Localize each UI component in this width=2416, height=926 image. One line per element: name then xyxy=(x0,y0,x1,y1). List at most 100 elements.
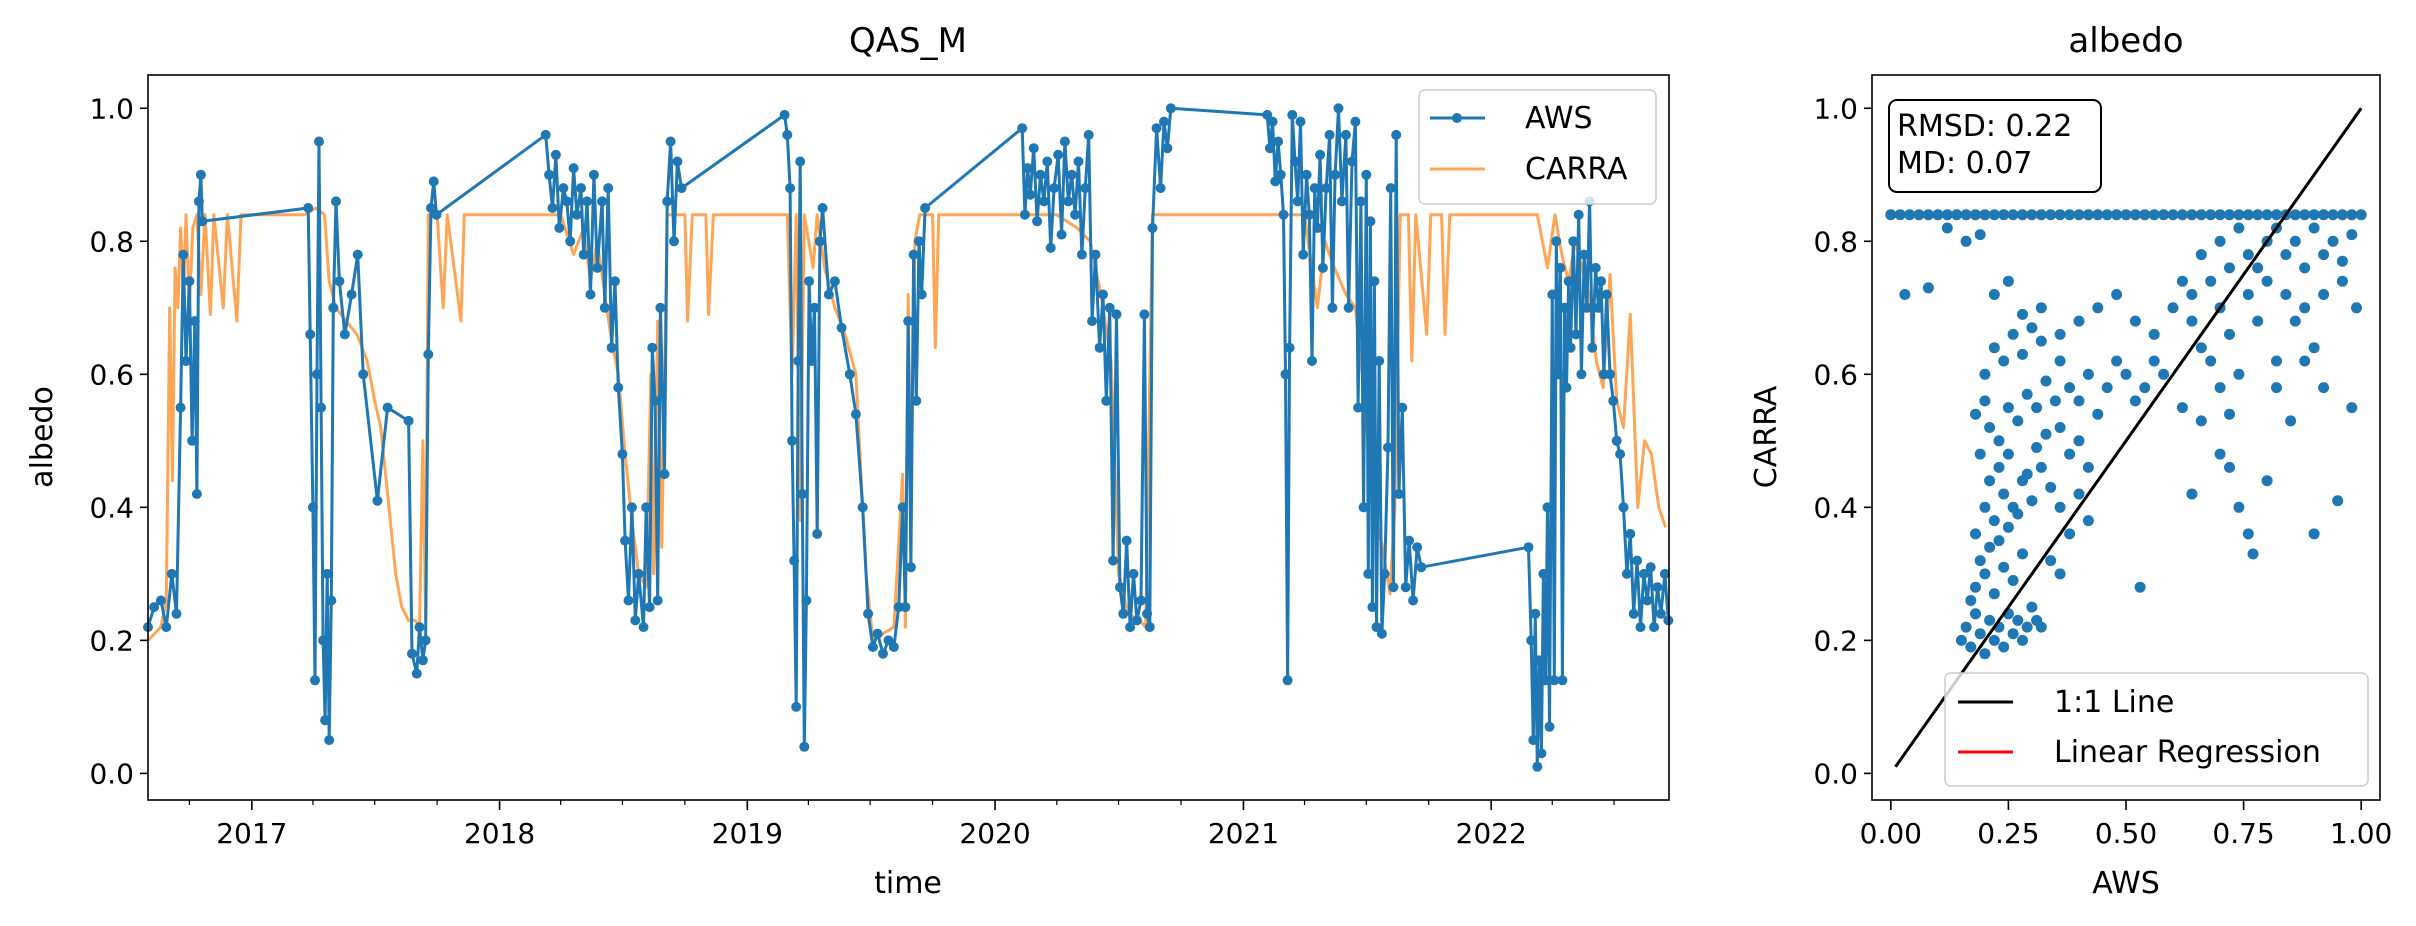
aws-point xyxy=(1121,535,1132,546)
aws-point xyxy=(613,382,624,393)
aws-point xyxy=(547,203,558,213)
aws-point xyxy=(1108,555,1119,566)
aws-point xyxy=(1376,628,1387,639)
scatter-point xyxy=(2007,575,2019,586)
aws-point xyxy=(1264,143,1275,154)
scatter-point xyxy=(2017,548,2028,560)
scatter-point xyxy=(2224,262,2235,274)
aws-point xyxy=(1379,568,1390,579)
scatter-point xyxy=(2214,209,2226,221)
aws-point xyxy=(1355,196,1366,207)
aws-point xyxy=(191,489,202,499)
scatter-point xyxy=(1955,634,1967,646)
scatter-point xyxy=(2299,262,2311,274)
aws-point xyxy=(1049,183,1060,194)
aws-point xyxy=(850,409,861,420)
aws-point xyxy=(883,635,894,646)
scatter-point xyxy=(2021,388,2033,400)
scatter-point xyxy=(2148,328,2160,340)
timeseries-y-axis: 0.0 0.2 0.4 0.6 0.8 1.0 xyxy=(89,92,148,790)
scatter-point xyxy=(2054,355,2066,367)
aws-point xyxy=(617,449,628,460)
aws-point xyxy=(554,223,565,233)
scatter-point xyxy=(2007,328,2019,340)
aws-point xyxy=(334,276,345,287)
scatter-point xyxy=(2327,235,2339,247)
aws-point xyxy=(911,395,922,406)
scatter-point xyxy=(2064,209,2076,221)
aws-point xyxy=(1361,169,1372,180)
scatter-point xyxy=(2247,548,2259,560)
aws-point xyxy=(647,342,658,353)
aws-point xyxy=(603,183,614,194)
aws-point xyxy=(599,302,610,313)
scatter-point xyxy=(1988,289,2000,300)
aws-point xyxy=(1307,356,1317,366)
aws-point xyxy=(166,568,177,579)
aws-point xyxy=(1070,209,1081,220)
scatter-point xyxy=(2336,275,2348,287)
scatter-point xyxy=(2261,209,2273,221)
aws-point xyxy=(585,289,596,300)
scatter-point xyxy=(2346,402,2358,414)
aws-point xyxy=(789,555,800,566)
aws-point xyxy=(610,276,620,287)
scatter-point xyxy=(1998,488,2010,500)
scatter-point xyxy=(2082,515,2094,527)
scatter-point xyxy=(2252,209,2264,221)
aws-point xyxy=(1365,216,1376,227)
aws-point xyxy=(417,655,428,666)
aws-point xyxy=(1066,169,1077,180)
aws-point xyxy=(339,329,350,340)
aws-point xyxy=(1635,622,1646,633)
scatter-point xyxy=(2017,209,2028,221)
aws-point xyxy=(578,249,589,260)
aws-point xyxy=(1542,502,1553,513)
aws-point xyxy=(1369,276,1380,287)
scatter-point xyxy=(2195,415,2207,427)
scatter-point xyxy=(1970,408,1981,420)
scatter-point xyxy=(1970,581,1981,593)
scatter-point xyxy=(2148,355,2160,367)
aws-point xyxy=(804,276,815,287)
aws-point xyxy=(676,183,687,194)
aws-point xyxy=(1131,615,1142,626)
scatter-point xyxy=(2158,368,2170,380)
scatter-point xyxy=(2299,209,2311,221)
aws-point xyxy=(1555,262,1566,273)
scatter-point xyxy=(2045,209,2057,221)
aws-point xyxy=(1638,568,1649,579)
aws-point xyxy=(1404,535,1415,546)
scatter-point xyxy=(1984,475,1996,487)
aws-point xyxy=(878,648,888,659)
aws-point xyxy=(1400,582,1411,593)
aws-point xyxy=(1032,216,1043,227)
aws-point xyxy=(305,329,316,340)
scatter-point xyxy=(1984,541,1996,553)
scatter-point xyxy=(2148,209,2160,221)
aws-point xyxy=(905,562,916,573)
scatter-point xyxy=(1988,634,2000,646)
x-tick-label: 2020 xyxy=(959,817,1030,850)
aws-point xyxy=(1642,595,1653,606)
aws-point xyxy=(1022,163,1033,174)
aws-point xyxy=(836,322,847,333)
aws-point xyxy=(1111,309,1122,320)
scatter-point xyxy=(2224,408,2235,420)
aws-point xyxy=(1059,136,1070,147)
scatter-point xyxy=(2073,209,2085,221)
scatter-point xyxy=(2186,488,2198,500)
aws-point xyxy=(872,628,883,639)
aws-point xyxy=(652,595,663,606)
scatter-point xyxy=(2167,302,2179,314)
aws-point xyxy=(1553,369,1564,380)
scatter-point xyxy=(2007,209,2019,221)
aws-point xyxy=(1385,183,1396,194)
scatter-y-label: CARRA xyxy=(1749,385,1784,488)
scatter-point xyxy=(1998,355,2010,367)
aws-point xyxy=(582,196,593,207)
scatter-point xyxy=(2120,209,2132,221)
aws-point xyxy=(1278,209,1289,220)
aws-point xyxy=(1147,223,1158,233)
x-tick-label: 2022 xyxy=(1456,817,1527,850)
